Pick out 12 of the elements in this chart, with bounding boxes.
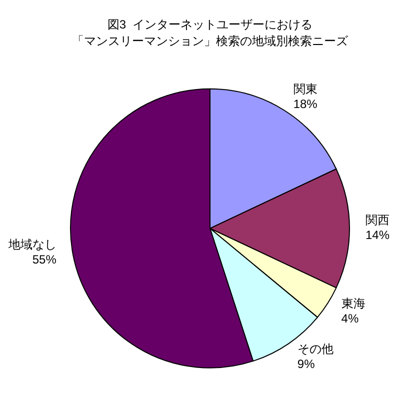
slice-label: 東海 — [341, 296, 366, 311]
chart-title: 図3 インターネットユーザーにおける — [107, 18, 313, 32]
slice-label: 関西 — [366, 213, 390, 228]
data-label: 14% — [366, 228, 390, 242]
data-label: 4% — [341, 312, 359, 326]
slice-label: 地域なし — [7, 238, 56, 252]
data-label: 18% — [293, 96, 318, 111]
slice-label: その他 — [297, 342, 334, 356]
slice-label: 関東 — [293, 82, 318, 96]
data-label: 9% — [297, 356, 316, 371]
chart-subtitle: 「マンスリーマンション」検索の地域別検索ニーズ — [72, 34, 349, 48]
data-label: 55% — [32, 252, 57, 267]
